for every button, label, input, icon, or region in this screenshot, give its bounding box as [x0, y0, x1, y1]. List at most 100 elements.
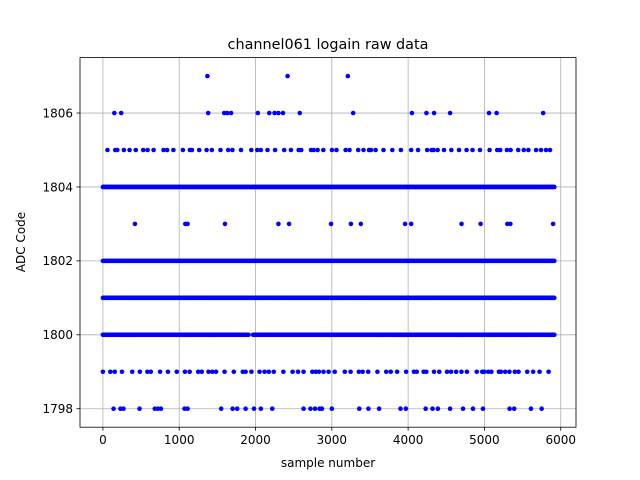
data-point: [507, 369, 512, 375]
data-point: [121, 406, 126, 412]
data-point: [145, 147, 150, 153]
data-point: [526, 147, 531, 153]
data-point: [368, 147, 374, 153]
data-point: [470, 147, 475, 153]
data-point: [552, 184, 557, 190]
data-point: [119, 369, 125, 375]
data-point: [403, 369, 409, 375]
data-point: [238, 147, 244, 153]
data-point: [530, 369, 536, 375]
data-point: [148, 369, 154, 375]
data-point: [464, 369, 470, 375]
data-point: [447, 406, 453, 412]
data-point: [537, 369, 542, 375]
data-point: [502, 369, 508, 375]
data-point: [388, 369, 394, 375]
data-point: [398, 406, 403, 412]
data-point: [328, 221, 334, 227]
data-point: [246, 332, 251, 338]
data-point: [112, 110, 117, 116]
data-point: [266, 369, 272, 375]
data-point: [516, 369, 521, 375]
chart-title: channel061 logain raw data: [228, 37, 429, 53]
data-point: [312, 406, 318, 412]
data-point: [521, 147, 527, 153]
data-point: [538, 147, 544, 153]
data-point: [508, 147, 513, 153]
data-point: [100, 369, 106, 375]
data-point: [137, 369, 143, 375]
data-point: [550, 221, 556, 227]
data-point: [348, 369, 353, 375]
y-tick-label: 1804: [42, 180, 73, 194]
y-tick-label: 1800: [42, 328, 73, 342]
data-point: [272, 110, 277, 116]
data-point: [315, 147, 320, 153]
data-point: [276, 110, 281, 116]
data-point: [310, 369, 315, 375]
data-point: [486, 110, 492, 116]
data-point: [157, 369, 163, 375]
data-point: [460, 406, 466, 412]
data-point: [470, 406, 476, 412]
data-point: [111, 406, 116, 412]
data-point: [361, 147, 366, 153]
data-point: [290, 369, 295, 375]
x-tick-label: 2000: [240, 433, 271, 447]
data-point: [487, 147, 492, 153]
data-point: [205, 110, 211, 116]
x-tick-label: 1000: [164, 433, 195, 447]
data-point: [356, 406, 362, 412]
data-point: [132, 221, 138, 227]
data-point: [209, 147, 215, 153]
data-point: [129, 369, 135, 375]
data-point: [431, 110, 437, 116]
data-point: [174, 369, 180, 375]
data-point: [249, 369, 254, 375]
x-tick-label: 5000: [469, 433, 500, 447]
data-point: [295, 369, 301, 375]
data-point: [145, 369, 150, 375]
data-point: [115, 147, 120, 153]
data-point: [205, 73, 210, 79]
data-point: [423, 406, 428, 412]
data-point: [164, 147, 170, 153]
data-point: [265, 147, 270, 153]
data-point: [288, 147, 294, 153]
data-point: [342, 369, 348, 375]
data-point: [431, 369, 437, 375]
data-point: [459, 221, 464, 227]
data-point: [552, 295, 557, 301]
data-point: [403, 406, 409, 412]
data-point: [347, 147, 352, 153]
data-point: [546, 369, 551, 375]
data-point: [540, 110, 546, 116]
data-point: [373, 147, 378, 153]
data-point: [243, 369, 248, 375]
data-point: [248, 147, 254, 153]
data-point: [161, 147, 166, 153]
data-point: [272, 147, 278, 153]
data-point: [435, 406, 441, 412]
data-point: [528, 406, 534, 412]
data-point: [262, 369, 267, 375]
data-point: [447, 110, 453, 116]
data-point: [376, 406, 382, 412]
data-point: [345, 73, 351, 79]
data-point: [140, 147, 146, 153]
data-point: [334, 147, 339, 153]
data-point: [381, 147, 386, 153]
data-point: [552, 258, 557, 264]
data-point: [494, 110, 499, 116]
data-point: [180, 147, 186, 153]
data-point: [281, 147, 287, 153]
data-point: [524, 369, 530, 375]
data-point: [230, 406, 235, 412]
y-axis-label: ADC Code: [14, 212, 28, 272]
data-point: [543, 147, 549, 153]
y-tick-label: 1802: [42, 254, 73, 268]
data-point: [228, 110, 234, 116]
data-point: [158, 406, 164, 412]
data-point: [547, 147, 553, 153]
